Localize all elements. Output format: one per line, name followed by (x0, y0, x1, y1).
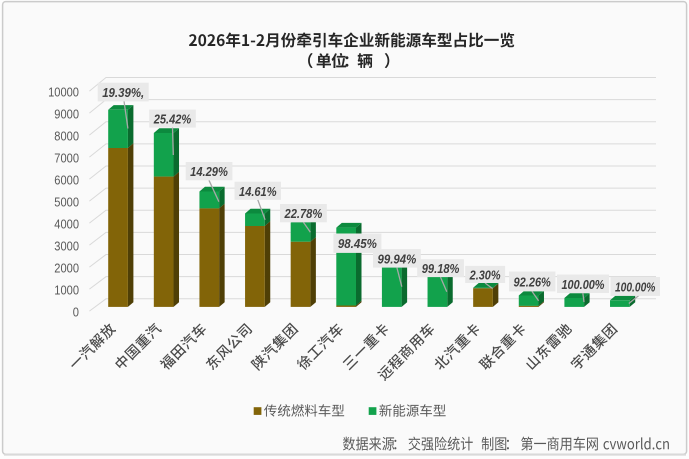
svg-text:92.26%: 92.26% (514, 275, 551, 289)
svg-text:25.42%: 25.42% (153, 113, 191, 127)
svg-text:2.30%: 2.30% (469, 268, 501, 282)
svg-text:99.18%: 99.18% (422, 262, 460, 276)
svg-text:6000: 6000 (54, 172, 79, 187)
svg-text:98.45%: 98.45% (338, 237, 377, 251)
svg-text:8000: 8000 (54, 128, 79, 143)
svg-text:22.78%: 22.78% (284, 207, 323, 221)
svg-text:14.61%: 14.61% (239, 185, 277, 199)
svg-text:14.29%: 14.29% (190, 165, 228, 179)
svg-text:100.00%: 100.00% (562, 278, 605, 292)
svg-text:99.94%: 99.94% (378, 252, 417, 266)
svg-text:10000: 10000 (48, 84, 79, 99)
svg-text:3000: 3000 (54, 238, 79, 253)
svg-text:4000: 4000 (54, 216, 79, 231)
svg-text:2000: 2000 (54, 260, 79, 275)
svg-text:7000: 7000 (54, 150, 79, 165)
svg-text:0: 0 (73, 304, 79, 319)
svg-text:1000: 1000 (54, 282, 79, 297)
svg-text:9000: 9000 (54, 106, 79, 121)
svg-text:19.39%,: 19.39%, (102, 86, 144, 100)
svg-text:100.00%: 100.00% (615, 280, 656, 294)
svg-text:5000: 5000 (54, 194, 79, 209)
